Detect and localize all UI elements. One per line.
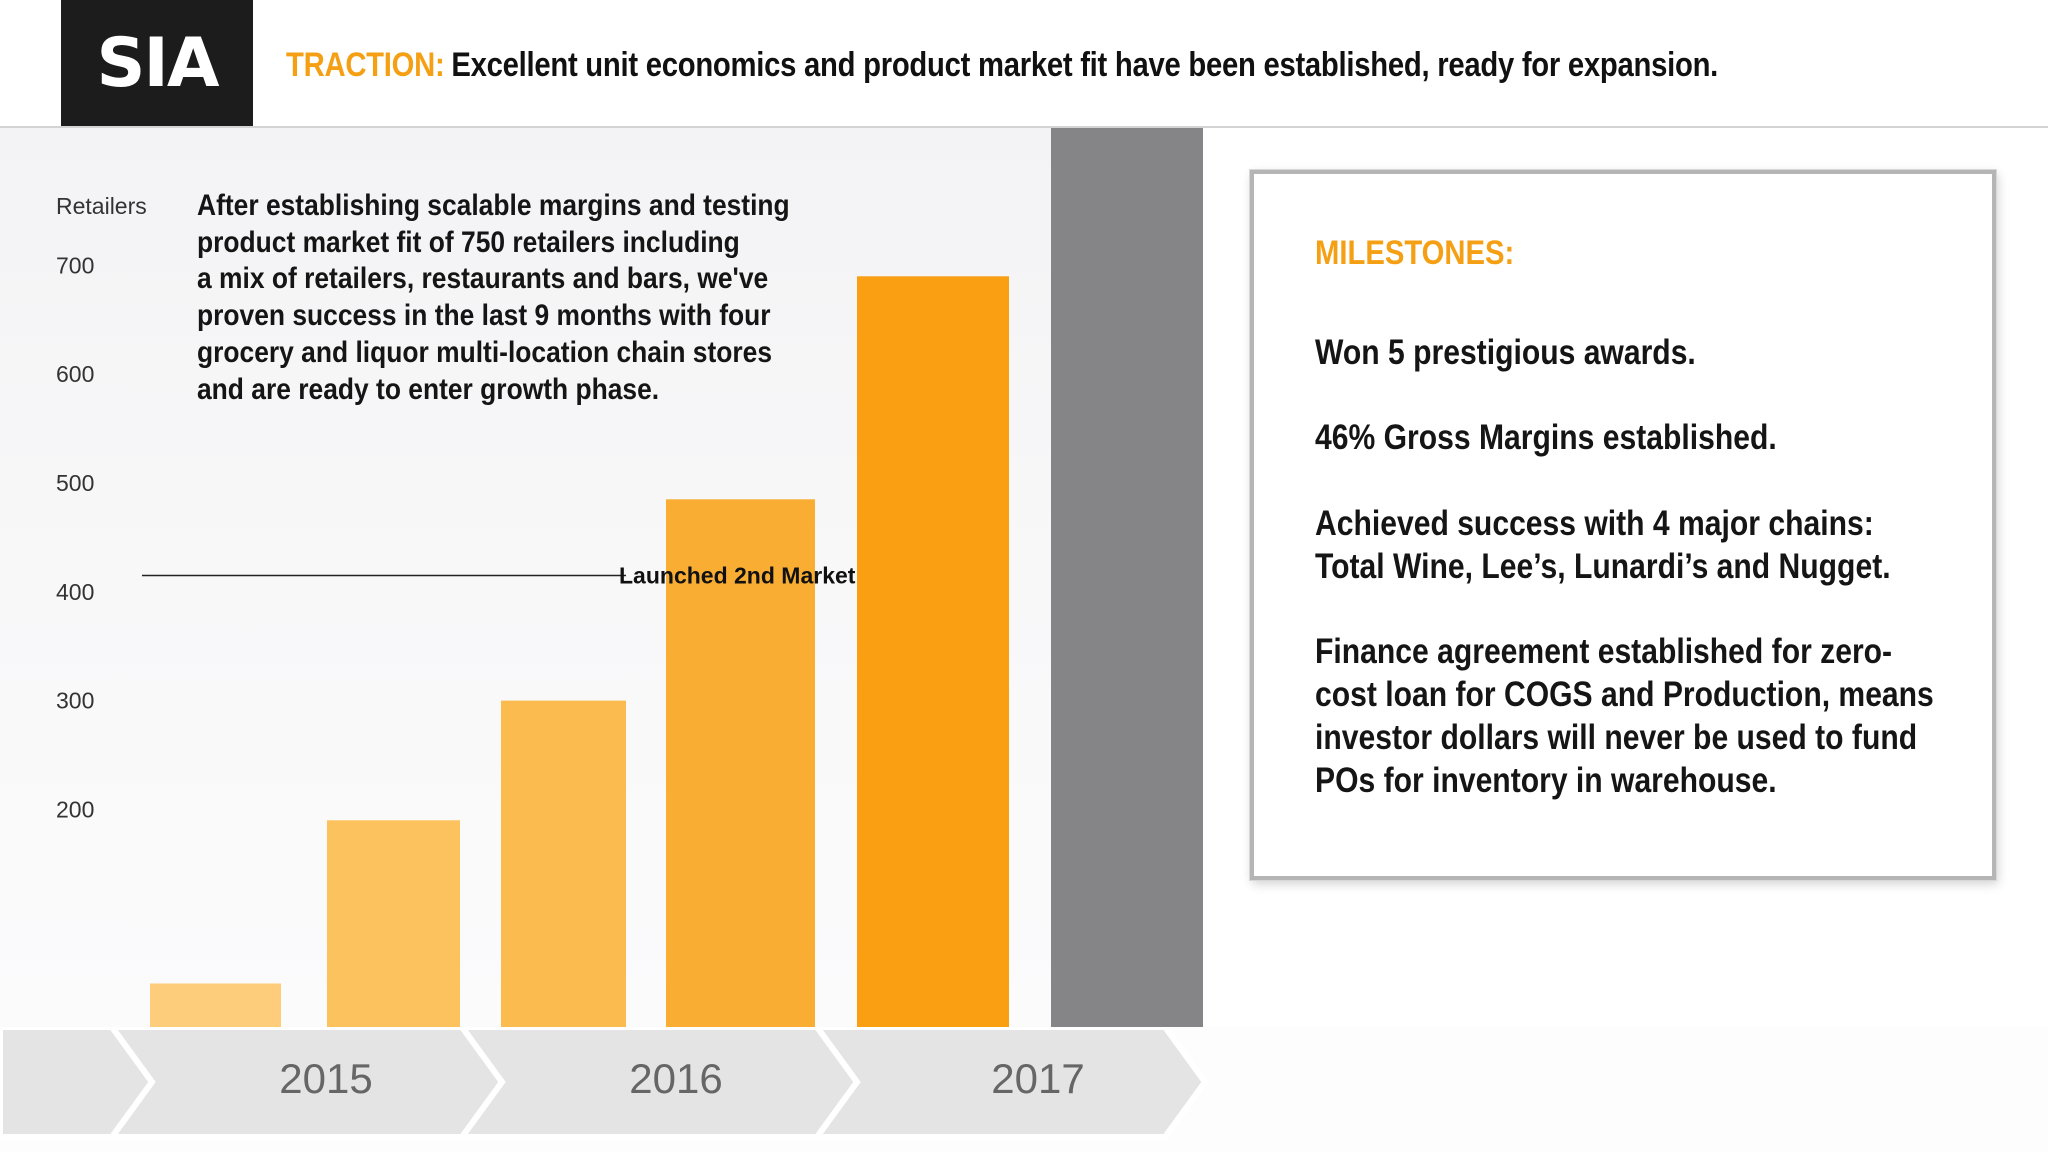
x-group-label: 2017: [991, 1055, 1084, 1102]
header: SIA TRACTION: Excellent unit economics an…: [0, 0, 2048, 128]
annotation-label: Launched 2nd Market: [619, 562, 856, 588]
intro-line: grocery and liquor multi-location chain …: [197, 335, 773, 369]
intro-line: a mix of retailers, restaurants and bars…: [197, 262, 769, 296]
y-axis-label: Retailers: [56, 193, 147, 219]
title-text: Excellent unit economics and product mar…: [451, 46, 1719, 84]
milestone-line: Finance agreement established for zero-: [1315, 632, 1893, 671]
y-tick-label: 500: [56, 470, 94, 496]
intro-line: proven success in the last 9 months with…: [197, 299, 771, 333]
sia-logo: SIA: [61, 0, 253, 126]
milestones-box: MILESTONES: Won 5 prestigious awards. 46…: [1250, 170, 1996, 880]
y-tick-label: 600: [56, 361, 94, 387]
milestone-line: POs for inventory in warehouse.: [1315, 761, 1777, 800]
bar: [857, 276, 1009, 1027]
milestone-line: cost loan for COGS and Production, means: [1315, 675, 1934, 714]
intro-line: After establishing scalable margins and …: [197, 189, 790, 222]
milestone-line: Won 5 prestigious awards.: [1315, 333, 1696, 372]
intro-paragraph: After establishing scalable margins and …: [197, 188, 831, 408]
y-tick-label: 300: [56, 688, 94, 714]
milestone-line: Total Wine, Lee’s, Lunardi’s and Nugget.: [1315, 547, 1891, 586]
milestone-line: investor dollars will never be used to f…: [1315, 718, 1918, 757]
x-group-label: 2015: [279, 1055, 372, 1102]
y-tick-label: 400: [56, 579, 94, 605]
y-tick-label: 200: [56, 796, 94, 822]
x-group-label: 2016: [629, 1055, 722, 1102]
milestones-title: MILESTONES:: [1315, 234, 1515, 272]
milestone-item-finance: Finance agreement established for zero- …: [1315, 630, 1986, 802]
timeline-chevron: [811, 1027, 1209, 1140]
milestone-item-chains: Achieved success with 4 major chains: To…: [1315, 502, 1986, 588]
title-lead: TRACTION:: [286, 46, 445, 84]
page-title: TRACTION: Excellent unit economics and pr…: [286, 46, 1718, 85]
timeline-arrows: 2015 2016 2017: [0, 1027, 1209, 1140]
y-tick-label: 700: [56, 252, 94, 278]
milestone-line: 46% Gross Margins established.: [1315, 418, 1777, 457]
milestone-item-awards: Won 5 prestigious awards.: [1315, 331, 1986, 374]
milestone-line: Achieved success with 4 major chains:: [1315, 504, 1874, 543]
bar: [501, 700, 626, 1027]
milestone-item-margins: 46% Gross Margins established.: [1315, 416, 1986, 459]
gray-divider-column: [1051, 128, 1203, 1027]
intro-line: product market fit of 750 retailers incl…: [197, 225, 740, 259]
bar: [150, 983, 281, 1027]
bar: [327, 820, 460, 1027]
bar: [666, 499, 815, 1027]
intro-line: and are ready to enter growth phase.: [197, 372, 660, 406]
